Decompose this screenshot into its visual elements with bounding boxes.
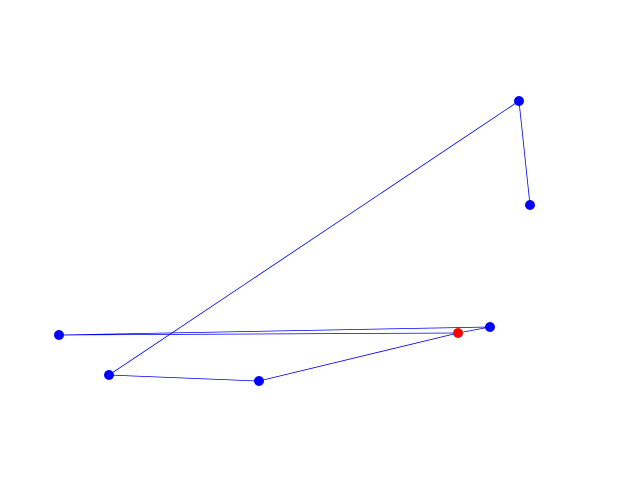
edge (58, 332, 459, 336)
node (254, 376, 264, 386)
nodes (54, 96, 535, 386)
edges (58, 100, 531, 382)
edge (518, 100, 531, 206)
edge (457, 326, 491, 334)
edge (258, 332, 459, 382)
current-node (453, 328, 463, 338)
node (485, 322, 495, 332)
node (104, 370, 114, 380)
node (525, 200, 535, 210)
node (54, 330, 64, 340)
edge (58, 326, 491, 336)
node (514, 96, 524, 106)
edge (108, 100, 520, 376)
edge (108, 374, 260, 382)
